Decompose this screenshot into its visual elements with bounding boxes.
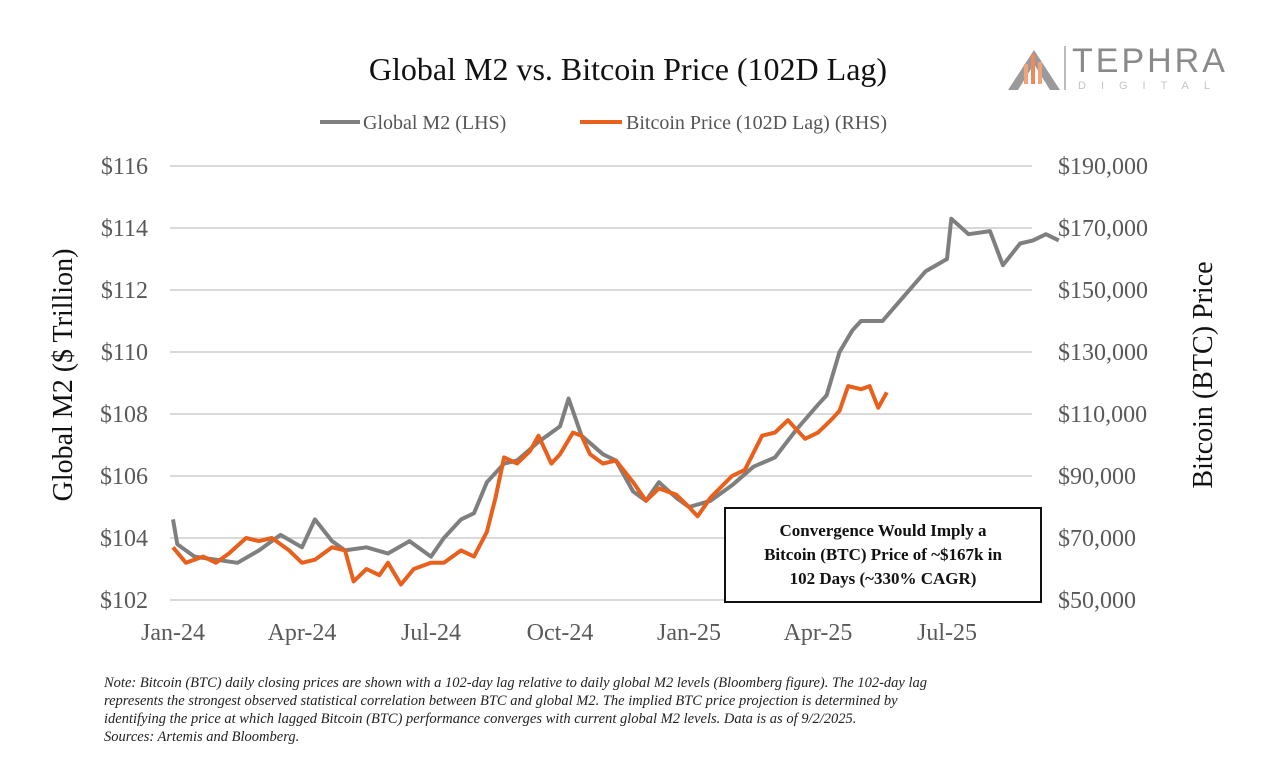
series-line-bitcoin-price	[171, 384, 889, 587]
y-tick-label: $108	[100, 402, 148, 428]
logo-name: TEPHRA	[1072, 42, 1228, 80]
x-tick-label: Jan-24	[141, 620, 205, 646]
y-tick-label: $102	[100, 588, 148, 614]
y-tick-label: $106	[100, 464, 148, 490]
series-lines	[171, 216, 1060, 587]
gridlines	[170, 165, 1032, 601]
footnote: Note: Bitcoin (BTC) daily closing prices…	[104, 674, 1184, 746]
y2-tick-label: $170,000	[1058, 216, 1148, 242]
y-axis-right: $50,000 $70,000 $90,000 $110,000 $130,000 $15…	[1058, 154, 1148, 614]
logo-subtitle: DIGITAL	[1078, 80, 1225, 92]
legend-label-m2: Global M2 (LHS)	[363, 112, 506, 134]
y-axis-label-right: Bitcoin (BTC) Price	[1188, 261, 1219, 488]
note-line: represents the strongest observed statis…	[104, 693, 898, 709]
note-line: Sources: Artemis and Bloomberg.	[104, 729, 300, 745]
annotation-line: 102 Days (~330% CAGR)	[789, 569, 977, 588]
y-tick-label: $114	[101, 216, 148, 242]
legend: Global M2 (LHS) Bitcoin Price (102D Lag)…	[320, 112, 887, 134]
y-tick-label: $116	[101, 154, 148, 180]
y2-tick-label: $130,000	[1058, 340, 1148, 366]
y-tick-label: $112	[101, 278, 148, 304]
note-line: identifying the price at which lagged Bi…	[104, 711, 857, 727]
tephra-logo: TEPHRA DIGITAL	[1006, 42, 1228, 96]
series-line-global-m2	[171, 216, 1060, 565]
y2-tick-label: $90,000	[1058, 464, 1136, 490]
chart-title: Global M2 vs. Bitcoin Price (102D Lag)	[369, 51, 887, 87]
convergence-annotation: Convergence Would Imply a Bitcoin (BTC) …	[724, 507, 1042, 603]
y-tick-label: $110	[101, 340, 148, 366]
y2-tick-label: $70,000	[1058, 526, 1136, 552]
y2-tick-label: $50,000	[1058, 588, 1136, 614]
y2-tick-label: $190,000	[1058, 154, 1148, 180]
x-tick-label: Oct-24	[527, 620, 594, 646]
y2-tick-label: $150,000	[1058, 278, 1148, 304]
y-axis-left: $102 $104 $106 $108 $110 $112 $114 $116	[100, 154, 148, 614]
logo-divider	[1064, 46, 1066, 90]
x-axis: Jan-24 Apr-24 Jul-24 Oct-24 Jan-25 Apr-25 Jul-…	[141, 620, 977, 646]
annotation-line: Bitcoin (BTC) Price of ~$167k in	[764, 545, 1002, 564]
x-tick-label: Jul-24	[401, 620, 461, 646]
y-axis-label-left: Global M2 ($ Trillion)	[48, 249, 79, 502]
note-line: Note: Bitcoin (BTC) daily closing prices…	[104, 675, 928, 691]
x-tick-label: Apr-24	[268, 620, 337, 646]
logo-mark-icon	[1008, 50, 1060, 90]
y2-tick-label: $110,000	[1058, 402, 1147, 428]
x-tick-label: Apr-25	[784, 620, 853, 646]
y-tick-label: $104	[100, 526, 148, 552]
annotation-line: Convergence Would Imply a	[779, 521, 987, 540]
legend-label-btc: Bitcoin Price (102D Lag) (RHS)	[626, 112, 887, 134]
x-tick-label: Jan-25	[657, 620, 721, 646]
x-tick-label: Jul-25	[917, 620, 977, 646]
